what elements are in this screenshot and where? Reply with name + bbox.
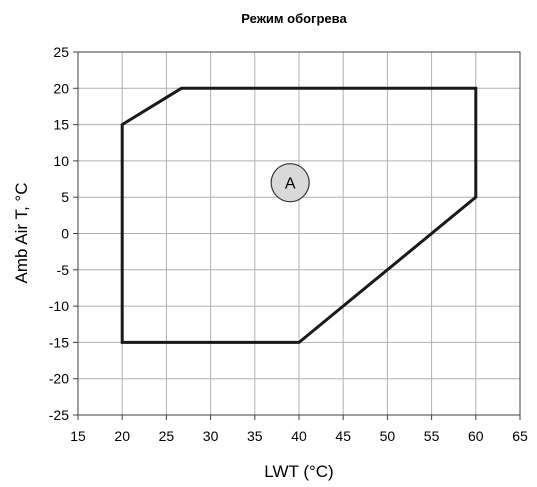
x-tick-label: 45 xyxy=(335,428,351,444)
y-tick-label: -15 xyxy=(49,334,69,350)
y-tick-label: -25 xyxy=(49,407,69,423)
y-tick-label: 5 xyxy=(61,189,69,205)
y-tick-label: 25 xyxy=(53,44,69,60)
x-tick-label: 50 xyxy=(380,428,396,444)
x-tick-label: 60 xyxy=(468,428,484,444)
x-tick-label: 35 xyxy=(247,428,263,444)
x-axis-label: LWT (°C) xyxy=(264,462,333,481)
region-marker-circle xyxy=(270,163,310,203)
y-tick-label: 0 xyxy=(61,226,69,242)
x-tick-label: 25 xyxy=(159,428,175,444)
x-tick-label: 15 xyxy=(70,428,86,444)
y-tick-label: 10 xyxy=(53,153,69,169)
x-tick-label: 20 xyxy=(114,428,130,444)
operating-envelope-polygon xyxy=(120,86,478,344)
x-tick-label: 65 xyxy=(512,428,528,444)
y-axis-label: Amb Air T, °C xyxy=(12,183,31,284)
x-tick-label: 55 xyxy=(424,428,440,444)
y-axis-ticks: -25 -20 -15 -10 -5 0 5 10 15 20 25 xyxy=(49,44,78,423)
y-tick-label: -20 xyxy=(49,371,69,387)
y-tick-label: -10 xyxy=(49,298,69,314)
x-tick-label: 30 xyxy=(203,428,219,444)
annotations: A xyxy=(270,163,310,203)
y-tick-label: 20 xyxy=(53,80,69,96)
grid xyxy=(78,52,520,415)
x-axis-ticks: 15 20 25 30 35 40 45 50 55 60 65 xyxy=(70,415,528,444)
chart-title: Режим обогрева xyxy=(241,11,347,26)
y-tick-label: -5 xyxy=(57,262,70,278)
region-marker-label: A xyxy=(285,176,296,193)
y-tick-label: 15 xyxy=(53,117,69,133)
x-tick-label: 40 xyxy=(291,428,307,444)
